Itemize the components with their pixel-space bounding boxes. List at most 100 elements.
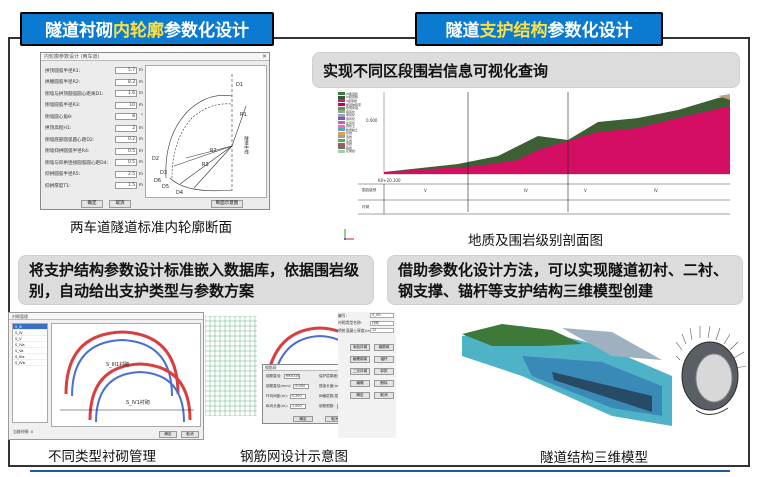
legend-label: 花岗岩 [346,149,356,154]
parameter-value-input[interactable]: 8 [115,113,137,121]
contour-figure-button[interactable]: 断面示意图 [211,200,243,208]
parameter-value-input[interactable]: 8.2 [115,78,137,86]
parameter-label: 侧墙圆心角θ: [45,114,73,120]
parameter-label: 拱顶圆弧半径R1: [45,68,81,74]
legend-swatch [338,121,345,125]
x-tick-label: K0+20.100 [378,178,401,183]
table-row-label: 围岩级别 [362,187,377,192]
parameter-label: 侧墙与仰拱连接圆弧圆心距D4: [45,160,109,166]
rebar-parameter-input[interactable]: 1.000 [289,404,306,409]
legend-label: 强风化 [346,109,356,114]
lining-list-item[interactable]: S_IVa [13,342,47,348]
rebar-parameter-label: 钢筋直径(mm): [266,384,292,388]
drawing-label: D6 [154,178,161,184]
title-highlight: 支护结构 [479,21,548,41]
legend-swatch [338,135,345,139]
rebar-parameter-label: 网格层数(层): [319,394,341,398]
legend-item: 泥岩 [338,135,374,139]
parameter-unit: m [138,148,143,154]
lining-list-item[interactable]: S_III [13,324,47,330]
cancel-button[interactable]: 取消 [181,431,199,438]
legend-swatch [338,106,345,110]
banner-database: 将支护结构参数设计标准嵌入数据库，依据围岩级别，自动给出支护类型与参数方案 [18,255,374,305]
caption-model: 隧道结构三维模型 [540,450,648,466]
ok-button[interactable]: 确定 [159,431,177,438]
legend-item: 残积土 [338,124,374,128]
parameter-unit: m [138,125,143,131]
property-button[interactable]: 确定 [350,392,370,399]
legend-label: 砾岩 [346,145,353,150]
parameter-row: 侧墙与仰拱连接圆弧圆心距D4: 0.5 m [45,157,143,169]
drawing-label: D4 [176,190,183,196]
rebar-parameter-row: 环向间距(m): 0.200 [266,394,306,399]
parameter-value-input[interactable]: 1.5 [115,182,137,190]
cancel-button[interactable]: 取消 [109,200,131,208]
property-button[interactable]: 添加衬砌 [350,344,370,351]
ok-button[interactable]: 确定 [293,416,313,422]
close-icon[interactable]: × [261,53,267,60]
parameter-unit: m [138,183,143,189]
rebar-parameter-label: 钢筋根数: [319,404,335,408]
parameter-value-input[interactable]: 2.5 [115,170,137,178]
property-button[interactable]: 二次衬砌 [350,368,370,375]
lining-list-item[interactable]: S_Va [13,348,47,354]
property-button[interactable]: 编辑 [350,380,370,387]
title-prefix: 隧道衬砌 [45,21,113,41]
rebar-parameter-label: 纵向长度(m): [266,404,288,408]
drawing-label: D2 [152,156,159,162]
legend-label: 中风化 [346,113,356,118]
centerline-label: 隧道中线 [244,135,249,155]
legend-label: 软弱夹层 [346,106,359,111]
dialog-title: 内轮廓参数设计 (两车道) [41,53,269,61]
rebar-parameter-input[interactable]: HRB335 [283,374,300,379]
property-button[interactable]: 仰拱 [374,368,394,375]
legend-label: IV级围岩 [346,95,358,100]
parameter-row: 侧墙与拱顶圆弧圆心距离D1: 1.6 m [45,88,143,100]
property-button[interactable]: 取消 [374,392,394,399]
legend-item: 页岩 [338,142,374,146]
parameter-label: 仰拱厚度T1: [45,183,71,189]
property-input[interactable]: 12 [370,328,394,334]
legend-label: 灰岩 [346,138,353,143]
property-button[interactable]: 钢筋网 [374,344,394,351]
parameter-value-input[interactable]: 0.5 [115,159,137,167]
section-title-contour: 隧道衬砌内轮廓参数化设计 [20,12,274,46]
table-row-label: 衬砌 [362,204,370,209]
parameter-unit: m [138,171,143,177]
property-button[interactable]: 锚杆 [374,356,394,363]
lining-list-item[interactable]: S_IV [13,330,47,336]
parameter-value-input[interactable]: 10 [115,101,137,109]
tunnel-ring-model [676,325,746,415]
property-input[interactable]: 衬砌 [370,320,394,326]
ok-button[interactable]: 确定 [81,200,103,208]
parameter-row: 侧墙底部圆弧圆心距D2: 0.2 m [45,134,143,146]
legend-swatch [338,124,345,128]
drawing-label: D5 [162,184,169,190]
parameter-value-input[interactable]: 2 [115,124,137,132]
title-suffix: 参数化设计 [164,21,249,41]
property-button[interactable]: 删除 [374,380,394,387]
lining-type-list[interactable]: S_III S_IV S_V S_IVa S_Va S_IIIa S_IVb [12,323,48,423]
property-label: 喷射混凝土厚度(cm): [338,327,375,333]
lining-list-item[interactable]: S_IIIa [13,354,47,360]
parameter-value-input[interactable]: 0.5 [115,147,137,155]
legend-label: 残积土 [346,124,356,129]
rebar-parameter-input[interactable]: 6.000 [293,384,310,389]
parameter-value-input[interactable]: 0.2 [115,136,137,144]
parameter-label: 拱顶高程H1: [45,126,72,132]
parameter-row: 拱腰圆弧半径R2: 8.2 m [45,77,143,89]
current-lining-label: 当前衬砌: 0 [13,429,34,434]
contour-parameter-dialog: 内轮廓参数设计 (两车道) × 拱顶圆弧半径R1: 5.7 m 拱腰圆弧半径R2: 8.… [40,52,270,210]
parameter-value-input[interactable]: 1.6 [115,90,137,98]
legend-item: 砾岩 [338,146,374,150]
legend-label: 断层破碎带 [346,102,362,107]
legend-swatch [338,99,345,103]
property-button[interactable]: 格栅钢架 [350,356,370,363]
lining-list-item[interactable]: S_V [13,336,47,342]
rebar-parameter-input[interactable]: 0.200 [289,394,306,399]
lining-list-item[interactable]: S_IVb [13,360,47,366]
banner-parametric: 借助参数化设计方法，可以实现隧道初衬、二衬、钢支撑、锚杆等支护结构三维模型创建 [387,255,743,305]
property-input[interactable]: S_III1 [370,313,394,319]
title-prefix: 隧道 [445,21,480,41]
parameter-value-input[interactable]: 5.7 [115,67,137,75]
